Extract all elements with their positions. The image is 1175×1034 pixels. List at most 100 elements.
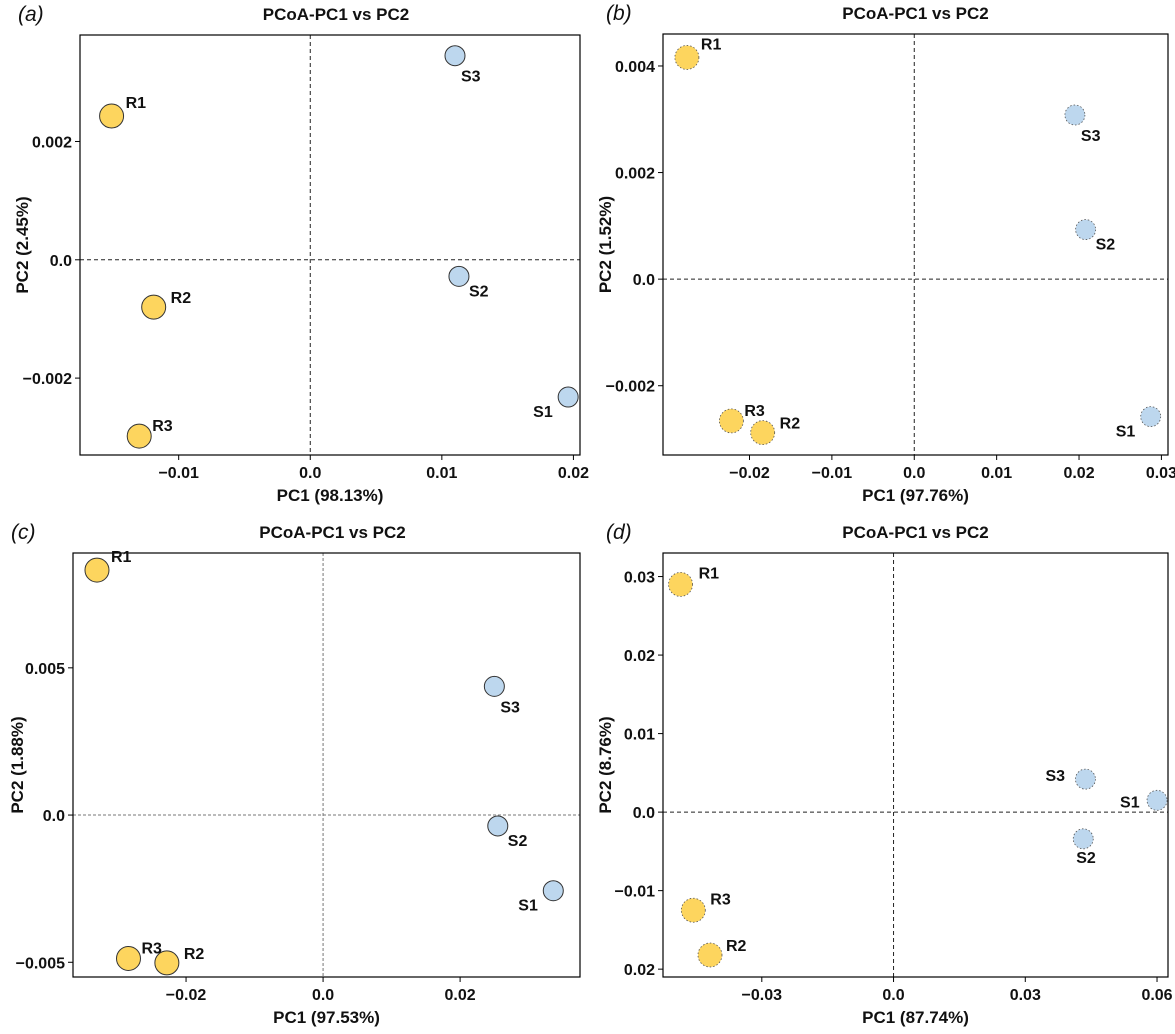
y-axis-label: PC2 (2.45%) — [13, 196, 32, 293]
y-tick-label: −0.002 — [606, 379, 655, 396]
point-s3 — [483, 675, 505, 697]
panel-title: PCoA-PC1 vs PC2 — [842, 523, 988, 542]
point-s1 — [1146, 789, 1168, 811]
point-label-s3: S3 — [500, 699, 520, 716]
plot-frame — [662, 33, 1169, 456]
panel-c: (c) PCoA-PC1 vs PC2 PC1 (97.53%) PC2 (1.… — [8, 521, 581, 1027]
x-tick-label: −0.03 — [742, 987, 783, 1004]
x-tick-label: 0.02 — [445, 987, 476, 1004]
point-label-s3: S3 — [1081, 128, 1101, 145]
point-s3 — [1064, 104, 1086, 126]
point-label-r1: R1 — [701, 36, 722, 53]
x-axis-label: PC1 (97.53%) — [273, 1008, 380, 1027]
point-r2 — [141, 294, 167, 320]
point-label-s2: S2 — [1096, 237, 1116, 254]
y-tick-label: 0.0 — [633, 272, 655, 289]
plot-frame — [79, 34, 581, 456]
x-tick-label: 0.0 — [882, 987, 904, 1004]
y-tick-label: −0.005 — [16, 955, 65, 972]
plot-frame — [662, 552, 1169, 978]
x-tick-label: 0.0 — [299, 465, 321, 482]
point-label-s1: S1 — [533, 404, 553, 421]
point-r3 — [126, 423, 152, 449]
point-label-r1: R1 — [126, 95, 147, 112]
x-tick-label: 0.02 — [558, 465, 589, 482]
x-tick-label: 0.03 — [1010, 987, 1041, 1004]
y-axis-label: PC2 (1.88%) — [8, 716, 27, 813]
x-axis-label: PC1 (97.76%) — [862, 486, 969, 505]
point-r2 — [750, 420, 776, 446]
panel-label: (a) — [18, 3, 44, 26]
panel-label: (c) — [11, 521, 36, 544]
point-label-r3: R3 — [710, 891, 731, 908]
y-tick-label: 0.01 — [624, 727, 655, 744]
point-label-r2: R2 — [171, 290, 192, 307]
point-label-r1: R1 — [699, 565, 720, 582]
y-tick-label: 0.002 — [615, 166, 655, 183]
y-tick-label: 0.03 — [624, 570, 655, 587]
point-label-r2: R2 — [780, 416, 801, 433]
point-s1 — [557, 386, 579, 408]
panel-b: (b) PCoA-PC1 vs PC2 PC1 (97.76%) PC2 (1.… — [596, 2, 1175, 505]
x-tick-label: 0.0 — [312, 987, 334, 1004]
panel-label: (b) — [606, 2, 632, 25]
panel-title: PCoA-PC1 vs PC2 — [842, 4, 988, 23]
point-label-r3: R3 — [152, 418, 173, 435]
x-axis-label: PC1 (98.13%) — [277, 486, 384, 505]
point-label-s2: S2 — [469, 283, 489, 300]
y-tick-label: −0.01 — [615, 884, 656, 901]
point-s1 — [1140, 406, 1162, 428]
panel-title: PCoA-PC1 vs PC2 — [263, 5, 409, 24]
y-tick-label: 0.004 — [615, 59, 655, 76]
point-label-s1: S1 — [518, 898, 538, 915]
x-tick-label: 0.06 — [1141, 987, 1172, 1004]
y-tick-label: 0.0 — [633, 805, 655, 822]
point-label-s1: S1 — [1116, 424, 1136, 441]
point-label-s3: S3 — [461, 69, 481, 86]
y-tick-label: 0.02 — [624, 962, 655, 979]
point-r3 — [718, 408, 744, 434]
point-r2 — [154, 950, 180, 976]
x-axis-label: PC1 (87.74%) — [862, 1008, 969, 1027]
y-tick-label: 0.002 — [32, 134, 72, 151]
point-r3 — [115, 945, 141, 971]
x-tick-label: −0.01 — [158, 465, 199, 482]
y-tick-label: 0.0 — [43, 808, 65, 825]
point-label-r2: R2 — [726, 938, 747, 955]
x-tick-label: 0.01 — [981, 465, 1012, 482]
point-label-s2: S2 — [1076, 850, 1096, 867]
x-tick-label: 0.02 — [1063, 465, 1094, 482]
point-r1 — [674, 45, 700, 70]
x-tick-label: −0.01 — [812, 465, 853, 482]
y-tick-label: 0.02 — [624, 648, 655, 665]
point-r1 — [99, 103, 125, 129]
point-s3 — [444, 45, 466, 67]
y-axis-label: PC2 (1.52%) — [596, 196, 615, 293]
point-label-r1: R1 — [111, 549, 132, 566]
point-r1 — [84, 557, 110, 583]
panel-d: (d) PCoA-PC1 vs PC2 PC1 (87.74%) PC2 (8.… — [596, 521, 1173, 1027]
point-s2 — [1075, 219, 1097, 240]
x-tick-label: 0.03 — [1146, 465, 1175, 482]
x-tick-label: −0.02 — [166, 987, 207, 1004]
point-r1 — [668, 572, 693, 597]
plot-frame — [72, 552, 581, 978]
panel-label: (d) — [606, 521, 632, 544]
point-label-s2: S2 — [508, 833, 528, 850]
y-axis-label: PC2 (8.76%) — [596, 716, 615, 813]
x-tick-label: −0.02 — [729, 465, 770, 482]
y-tick-label: 0.005 — [25, 661, 65, 678]
point-s2 — [448, 265, 470, 287]
point-r3 — [680, 897, 706, 923]
x-tick-label: 0.0 — [903, 465, 925, 482]
point-label-r2: R2 — [184, 946, 205, 963]
point-label-r3: R3 — [141, 940, 162, 957]
x-tick-label: 0.01 — [426, 465, 457, 482]
point-r2 — [697, 942, 723, 968]
point-label-r3: R3 — [744, 403, 765, 420]
point-s3 — [1075, 768, 1096, 790]
point-s2 — [487, 815, 509, 837]
point-s2 — [1072, 828, 1094, 850]
y-tick-label: 0.0 — [50, 253, 72, 270]
